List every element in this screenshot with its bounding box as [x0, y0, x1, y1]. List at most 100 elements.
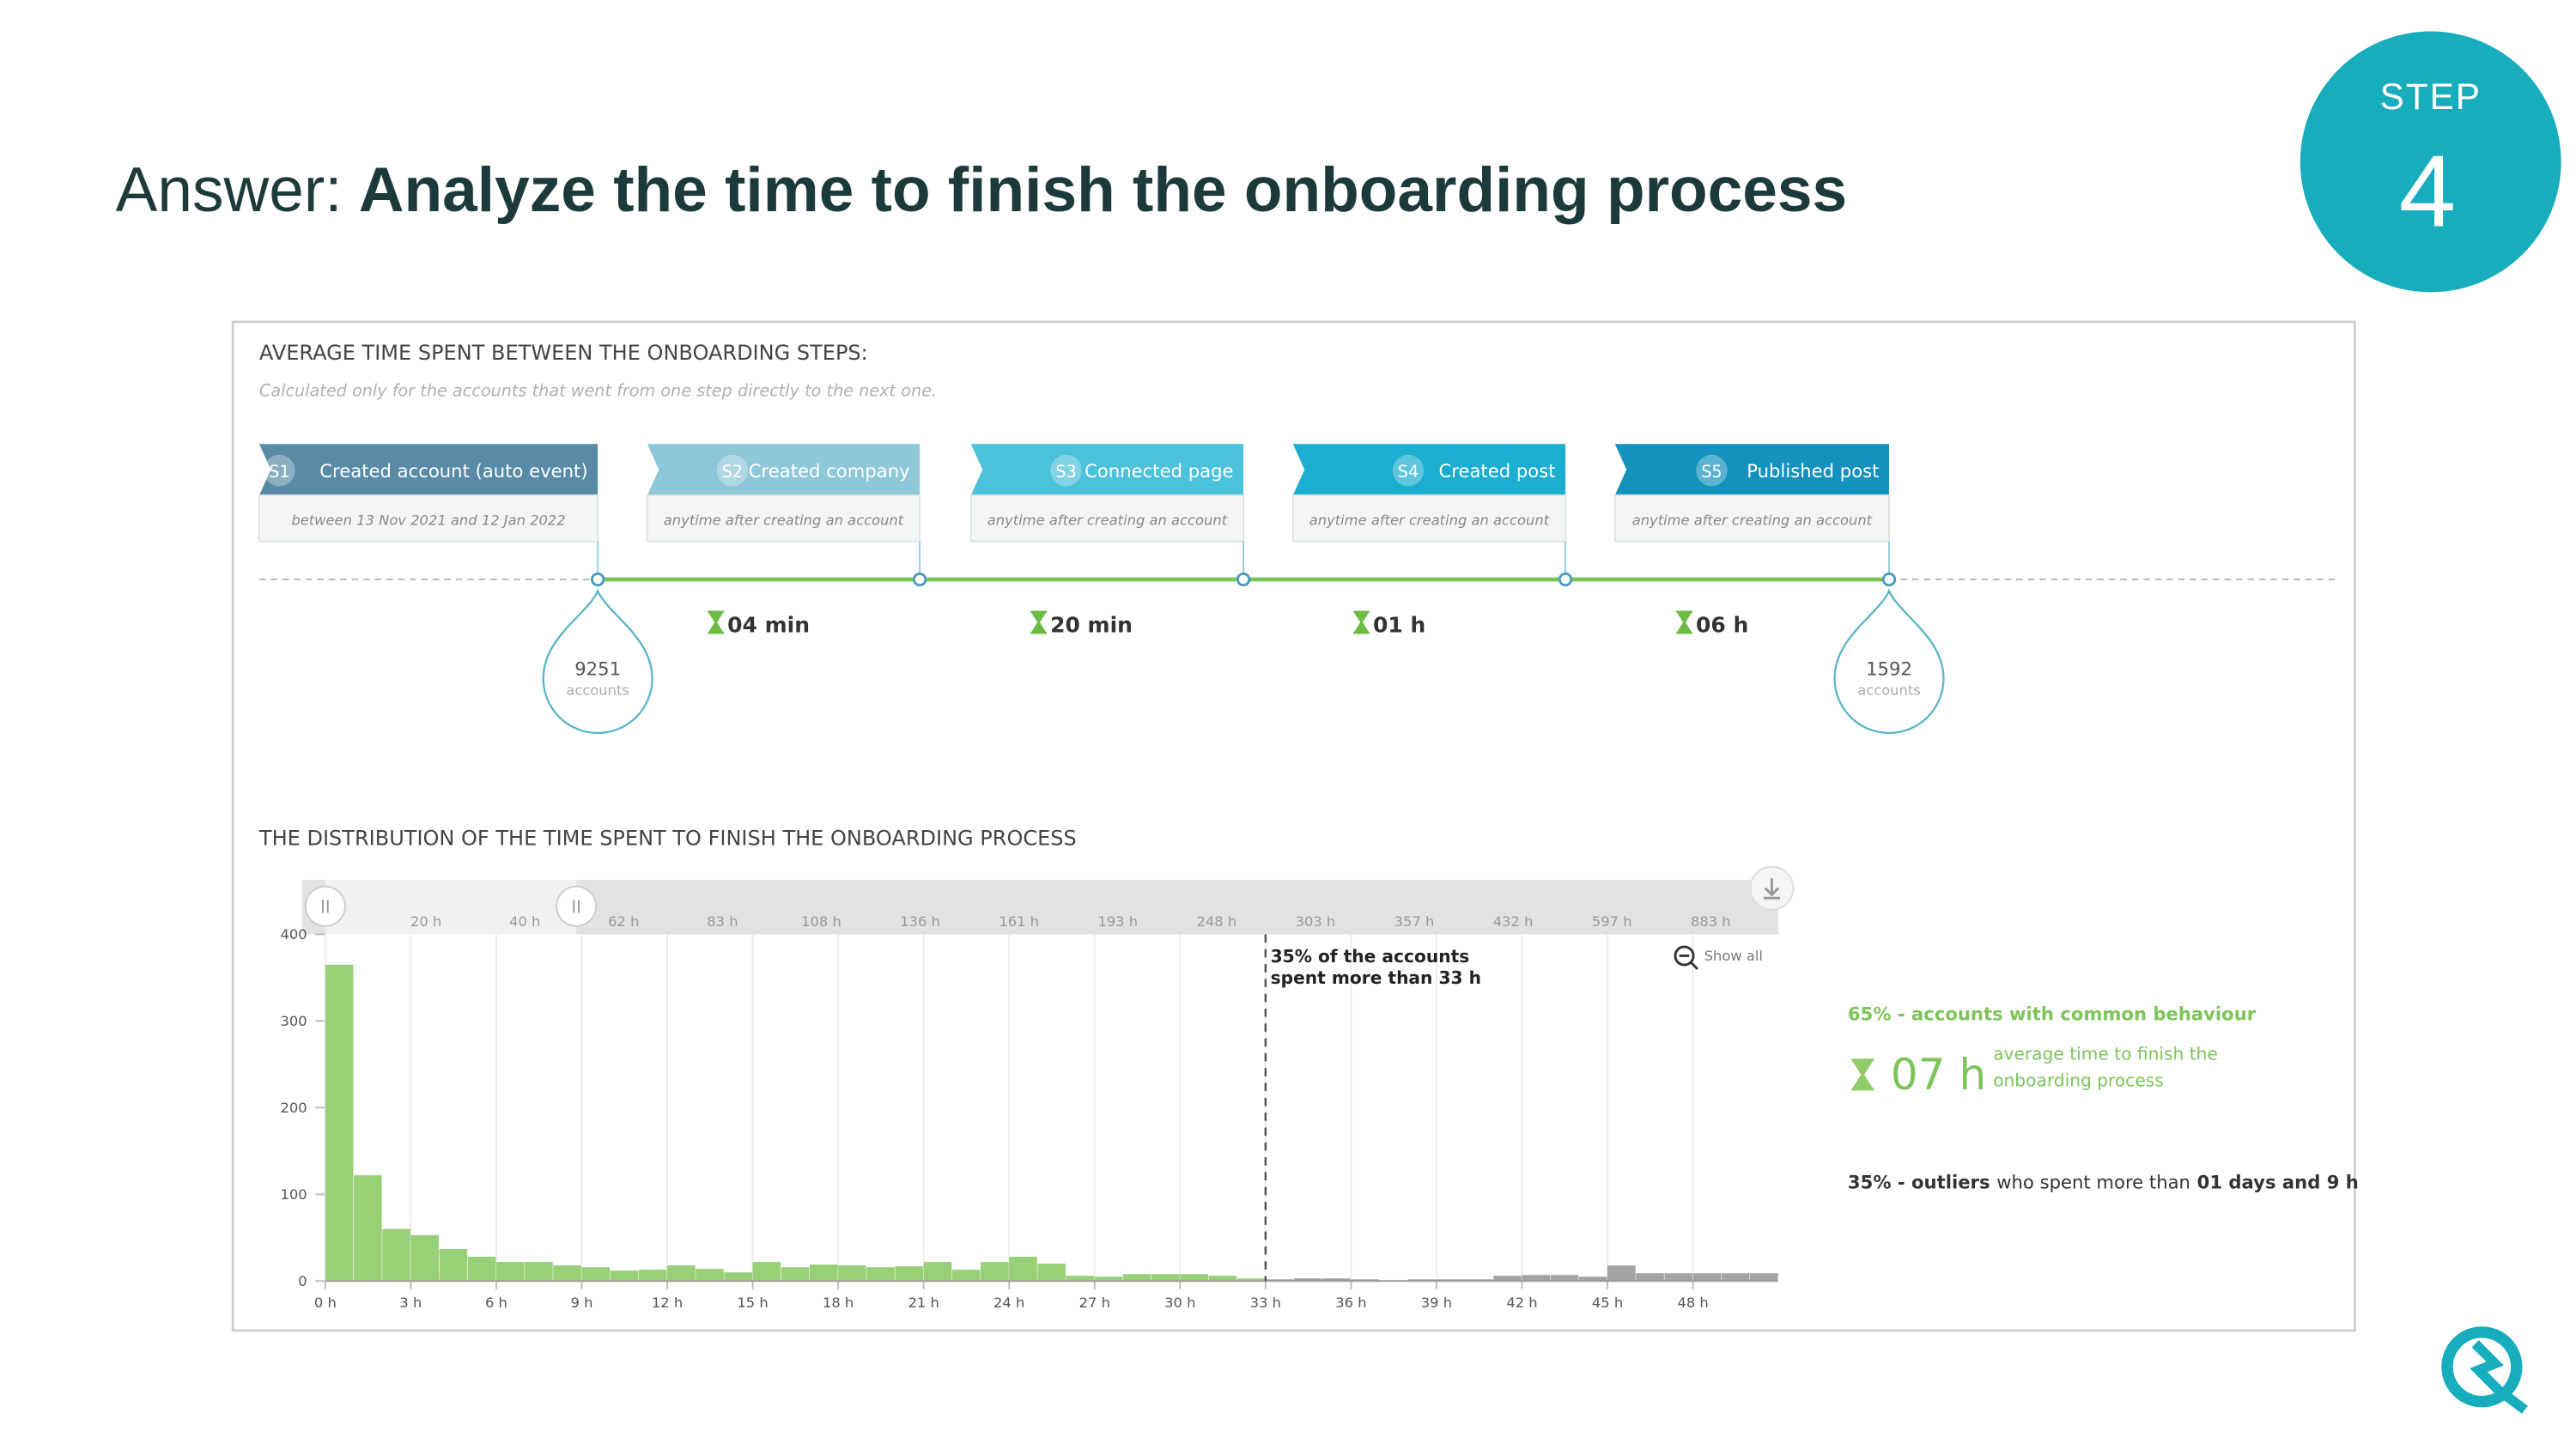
histogram-bar: [638, 1270, 667, 1282]
x-tick-label: 45 h: [1592, 1294, 1623, 1311]
account-drop: [542, 588, 653, 734]
show-all-button[interactable]: Show all: [1704, 948, 1763, 964]
histogram-bar: [1465, 1279, 1493, 1282]
title-main: Analyze the time to finish the onboardin…: [359, 155, 1847, 225]
plot-area: [325, 934, 1779, 1282]
histogram-bar: [951, 1270, 981, 1282]
histogram-bar: [410, 1234, 439, 1282]
download-icon: [1763, 878, 1781, 900]
histogram-bar: [610, 1270, 639, 1282]
histogram-bar: [809, 1264, 838, 1282]
navigator-grip: [573, 900, 580, 913]
y-tick-label: 400: [281, 926, 307, 943]
x-tick-label: 18 h: [823, 1294, 854, 1311]
navigator-label: 432 h: [1493, 913, 1534, 930]
outliers-part: 01 days and 9 h: [2197, 1172, 2359, 1193]
step-note: anytime after creating an account: [664, 512, 904, 529]
navigator-label: 83 h: [707, 913, 738, 930]
step-header: [1614, 444, 1889, 495]
navigator-label: 136 h: [900, 913, 940, 930]
outliers-part: 35% - outliers: [1848, 1172, 1990, 1193]
histogram-bar: [1692, 1273, 1722, 1282]
x-tick-label: 0 h: [314, 1294, 337, 1311]
step-node: [1558, 572, 1573, 587]
account-unit: accounts: [1857, 682, 1921, 699]
step-badge: [2300, 31, 2561, 293]
step-header: [258, 444, 598, 495]
histogram-bar: [1749, 1273, 1778, 1282]
account-drop: [1833, 588, 1945, 734]
histogram-bar: [724, 1272, 753, 1282]
account-count: 9251: [574, 658, 621, 680]
histogram-bar: [1294, 1278, 1322, 1282]
step-duration: 04 min: [727, 613, 810, 638]
histogram-bar: [439, 1248, 468, 1282]
histogram-bar: [1351, 1279, 1380, 1282]
step-id-badge: [1392, 454, 1425, 487]
zoom-icon-detail: [1679, 955, 1698, 970]
histogram-bar: [1522, 1275, 1551, 1282]
step-note: between 13 Nov 2021 and 12 Jan 2022: [291, 512, 565, 529]
histogram-bar: [1407, 1279, 1437, 1282]
histogram-bar: [1550, 1275, 1579, 1282]
step-label: STEP: [2380, 76, 2482, 117]
navigator-label: 193 h: [1097, 913, 1138, 930]
step-label: Connected page: [1084, 460, 1233, 482]
average-time: 07 h: [1891, 1050, 1986, 1100]
x-tick-label: 24 h: [993, 1294, 1024, 1311]
step-note-box: [1291, 494, 1567, 543]
histogram-bar: [1180, 1274, 1208, 1282]
histogram-bar: [1265, 1279, 1294, 1282]
x-tick-label: 33 h: [1250, 1294, 1281, 1311]
navigator-label: 161 h: [999, 913, 1039, 930]
x-tick-label: 21 h: [908, 1294, 939, 1311]
histogram-bar: [866, 1267, 895, 1282]
x-tick-label: 12 h: [652, 1294, 683, 1311]
step-node: [590, 572, 605, 587]
histogram-bar: [1578, 1276, 1607, 1282]
account-count: 1592: [1866, 658, 1912, 680]
histogram-bar: [382, 1228, 410, 1282]
histogram-bar: [981, 1262, 1009, 1282]
histogram-bar: [895, 1266, 924, 1282]
step-label: Published post: [1747, 460, 1879, 482]
step-id-badge: [264, 454, 295, 487]
navigator-label: 108 h: [801, 913, 841, 930]
navigator-handle[interactable]: [556, 885, 598, 927]
histogram-bar: [1037, 1264, 1066, 1282]
panel-subtitle: Calculated only for the accounts that we…: [259, 381, 937, 401]
step-note: anytime after creating an account: [1309, 512, 1550, 529]
step-number: 4: [2399, 134, 2456, 248]
navigator-label: 248 h: [1197, 913, 1237, 930]
title-prefix: Answer:: [116, 155, 343, 225]
histogram-bar: [1236, 1278, 1266, 1282]
histogram-bar: [495, 1262, 525, 1282]
step-id: S2: [722, 462, 743, 482]
y-tick-label: 300: [281, 1013, 307, 1029]
histogram-bar: [1151, 1274, 1180, 1282]
outliers-summary: 35% - outliers who spent more than 01 days…: [1848, 1172, 2359, 1193]
navigator-selection: [325, 880, 577, 935]
average-note: onboarding process: [1993, 1070, 2164, 1090]
x-tick-label: 30 h: [1164, 1294, 1195, 1311]
y-tick-label: 100: [281, 1186, 307, 1203]
x-tick-label: 42 h: [1506, 1294, 1537, 1311]
common-behaviour: 65% - accounts with common behaviour: [1848, 1003, 2257, 1024]
step-id: S1: [269, 462, 289, 482]
histogram-bar: [1664, 1273, 1693, 1282]
hourglass-icon: [1030, 610, 1048, 634]
navigator-label: 40 h: [509, 913, 540, 930]
navigator-label: 357 h: [1394, 913, 1435, 930]
navigator-handle[interactable]: [304, 885, 346, 927]
histogram-bar: [1636, 1273, 1664, 1282]
step-header: [647, 444, 920, 495]
histogram-bar: [1122, 1274, 1151, 1282]
chart-title: THE DISTRIBUTION OF THE TIME SPENT TO FI…: [258, 827, 1077, 851]
step-label: Created post: [1438, 460, 1555, 482]
x-tick-label: 48 h: [1677, 1294, 1708, 1311]
hourglass-icon: [1850, 1058, 1874, 1091]
x-tick-label: 27 h: [1079, 1294, 1110, 1311]
histogram-bar: [581, 1267, 611, 1282]
